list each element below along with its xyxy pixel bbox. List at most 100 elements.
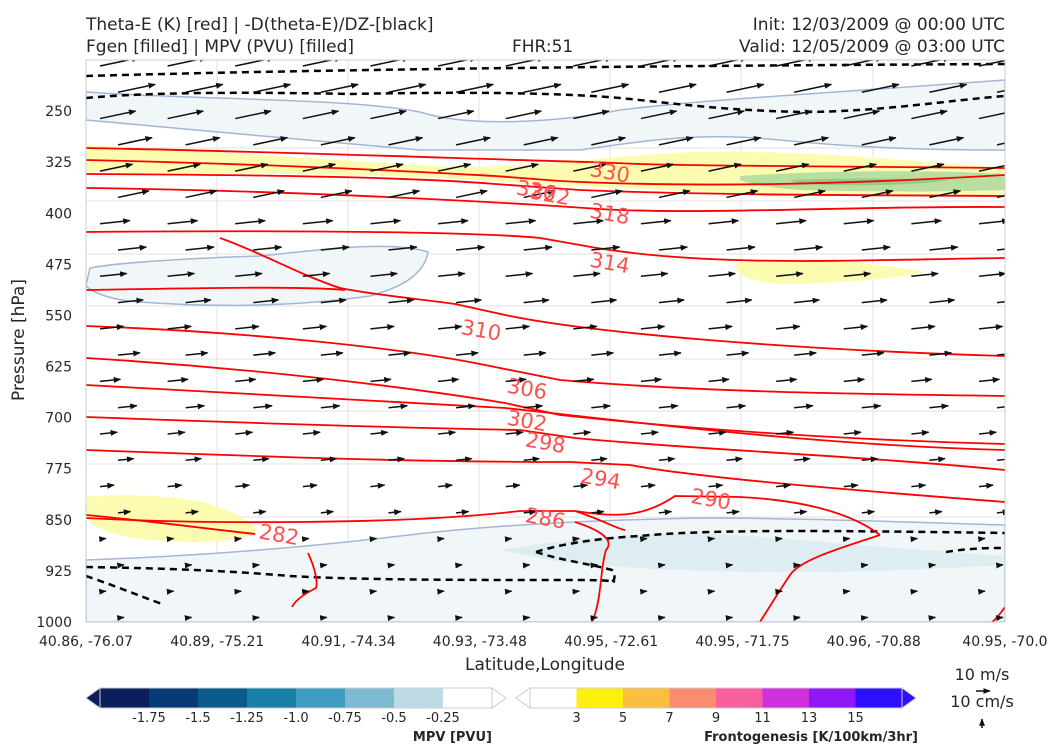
wind-vector	[505, 324, 531, 331]
wind-vector	[455, 189, 488, 199]
wind-vector	[302, 482, 318, 489]
wind-vector	[505, 377, 527, 383]
x-tick-label: 40.95, -71.75	[695, 634, 789, 650]
wind-vector	[842, 536, 851, 543]
wind-vector	[235, 429, 254, 436]
wind-vector	[455, 136, 491, 146]
x-tick-label: 40.96, -70.88	[827, 634, 921, 650]
wind-vector	[658, 456, 676, 463]
wind-vector	[929, 350, 953, 357]
wind-vector	[523, 297, 550, 304]
wind-vector	[929, 403, 949, 410]
wind-vector	[388, 403, 409, 410]
wind-vector	[370, 324, 395, 331]
wind-vector	[388, 456, 405, 463]
wind-vector	[726, 82, 765, 94]
wind-vector	[978, 162, 1005, 172]
wind-vector	[708, 482, 724, 489]
wind-vector	[640, 482, 656, 489]
wind-vector	[522, 562, 531, 569]
wind-vector	[117, 82, 156, 94]
colorbar-swatch	[345, 688, 395, 708]
wind-vector	[235, 271, 263, 278]
wind-vector	[726, 509, 740, 516]
wind-vector	[640, 60, 681, 67]
wind-vector	[843, 218, 875, 225]
wind-vector	[776, 429, 795, 436]
quiver-key: 10 m/s 10 cm/s	[950, 665, 1014, 728]
wind-vector	[319, 615, 328, 622]
wind-vector	[861, 350, 885, 357]
wind-vector	[776, 324, 801, 331]
wind-vector	[455, 244, 486, 251]
y-tick-label: 400	[45, 206, 72, 222]
valid-time: Valid: 12/05/2009 @ 03:00 UTC	[739, 37, 1005, 57]
wind-vector	[996, 300, 1005, 304]
wind-vector	[302, 324, 328, 331]
wind-vector	[185, 244, 215, 251]
wind-vector	[253, 189, 285, 199]
wind-vector	[320, 456, 338, 463]
quiver-key-bottom-label: 10 cm/s	[950, 692, 1014, 711]
wind-vector	[455, 456, 473, 463]
colorbar-tick-label: 5	[619, 711, 627, 726]
wind-vector	[302, 60, 343, 67]
wind-vector	[235, 218, 266, 225]
wind-vector	[167, 218, 199, 225]
wind-vector	[843, 482, 859, 489]
wind-vector	[726, 350, 750, 357]
wind-vector	[978, 218, 1005, 225]
wind-vector	[843, 109, 881, 120]
wind-vector	[708, 429, 727, 436]
wind-vector	[185, 350, 209, 357]
wind-vector	[977, 588, 986, 595]
wind-vector	[455, 562, 463, 569]
wind-vector	[320, 82, 359, 94]
wind-vector	[235, 377, 257, 383]
x-tick-label: 40.95, -72.61	[564, 634, 658, 650]
wind-vector	[388, 244, 418, 251]
wind-vector	[505, 218, 537, 225]
wind-vector	[99, 429, 119, 436]
wind-vector	[708, 162, 742, 172]
wind-vector	[370, 271, 398, 278]
wind-vector	[978, 271, 1005, 278]
wind-vector	[116, 562, 125, 569]
colorbar-tick-label: 9	[712, 711, 720, 726]
wind-vector	[185, 297, 212, 304]
colorbar-swatch	[809, 688, 856, 708]
wind-vector	[794, 244, 824, 251]
wind-vector	[167, 324, 192, 331]
wind-vector	[167, 271, 196, 278]
wind-vector	[388, 189, 421, 199]
colorbar-outline	[99, 687, 493, 709]
colorbar-swatch	[443, 688, 493, 708]
wind-vector	[928, 562, 937, 569]
wind-vector	[725, 562, 734, 569]
colorbar-tick-label: -0.5	[381, 711, 406, 726]
wind-vector	[708, 218, 740, 225]
wind-vector	[99, 218, 131, 225]
wind-vector	[98, 588, 107, 595]
wind-vector	[978, 60, 1005, 67]
wind-vector	[977, 536, 986, 543]
wind-vector	[320, 509, 335, 516]
wind-vector	[522, 615, 531, 622]
wind-vector	[302, 271, 331, 278]
wind-vector	[591, 350, 615, 357]
wind-vector	[523, 403, 544, 410]
wind-vector	[640, 429, 659, 436]
wind-vector	[505, 60, 546, 67]
wind-vector	[726, 297, 753, 304]
colorbar-swatch	[716, 688, 763, 708]
wind-vector	[572, 536, 581, 543]
wind-vector	[573, 162, 607, 172]
wind-vector	[573, 60, 613, 67]
wind-vector	[591, 297, 618, 304]
wind-vector	[843, 162, 878, 172]
wind-vector	[996, 509, 1005, 516]
wind-vector	[996, 142, 1005, 146]
colorbar-tick-label: 15	[847, 711, 864, 726]
fgen-colorbar-title: Frontogenesis [K/100km/3hr]	[704, 730, 918, 745]
wind-vector	[523, 509, 537, 516]
